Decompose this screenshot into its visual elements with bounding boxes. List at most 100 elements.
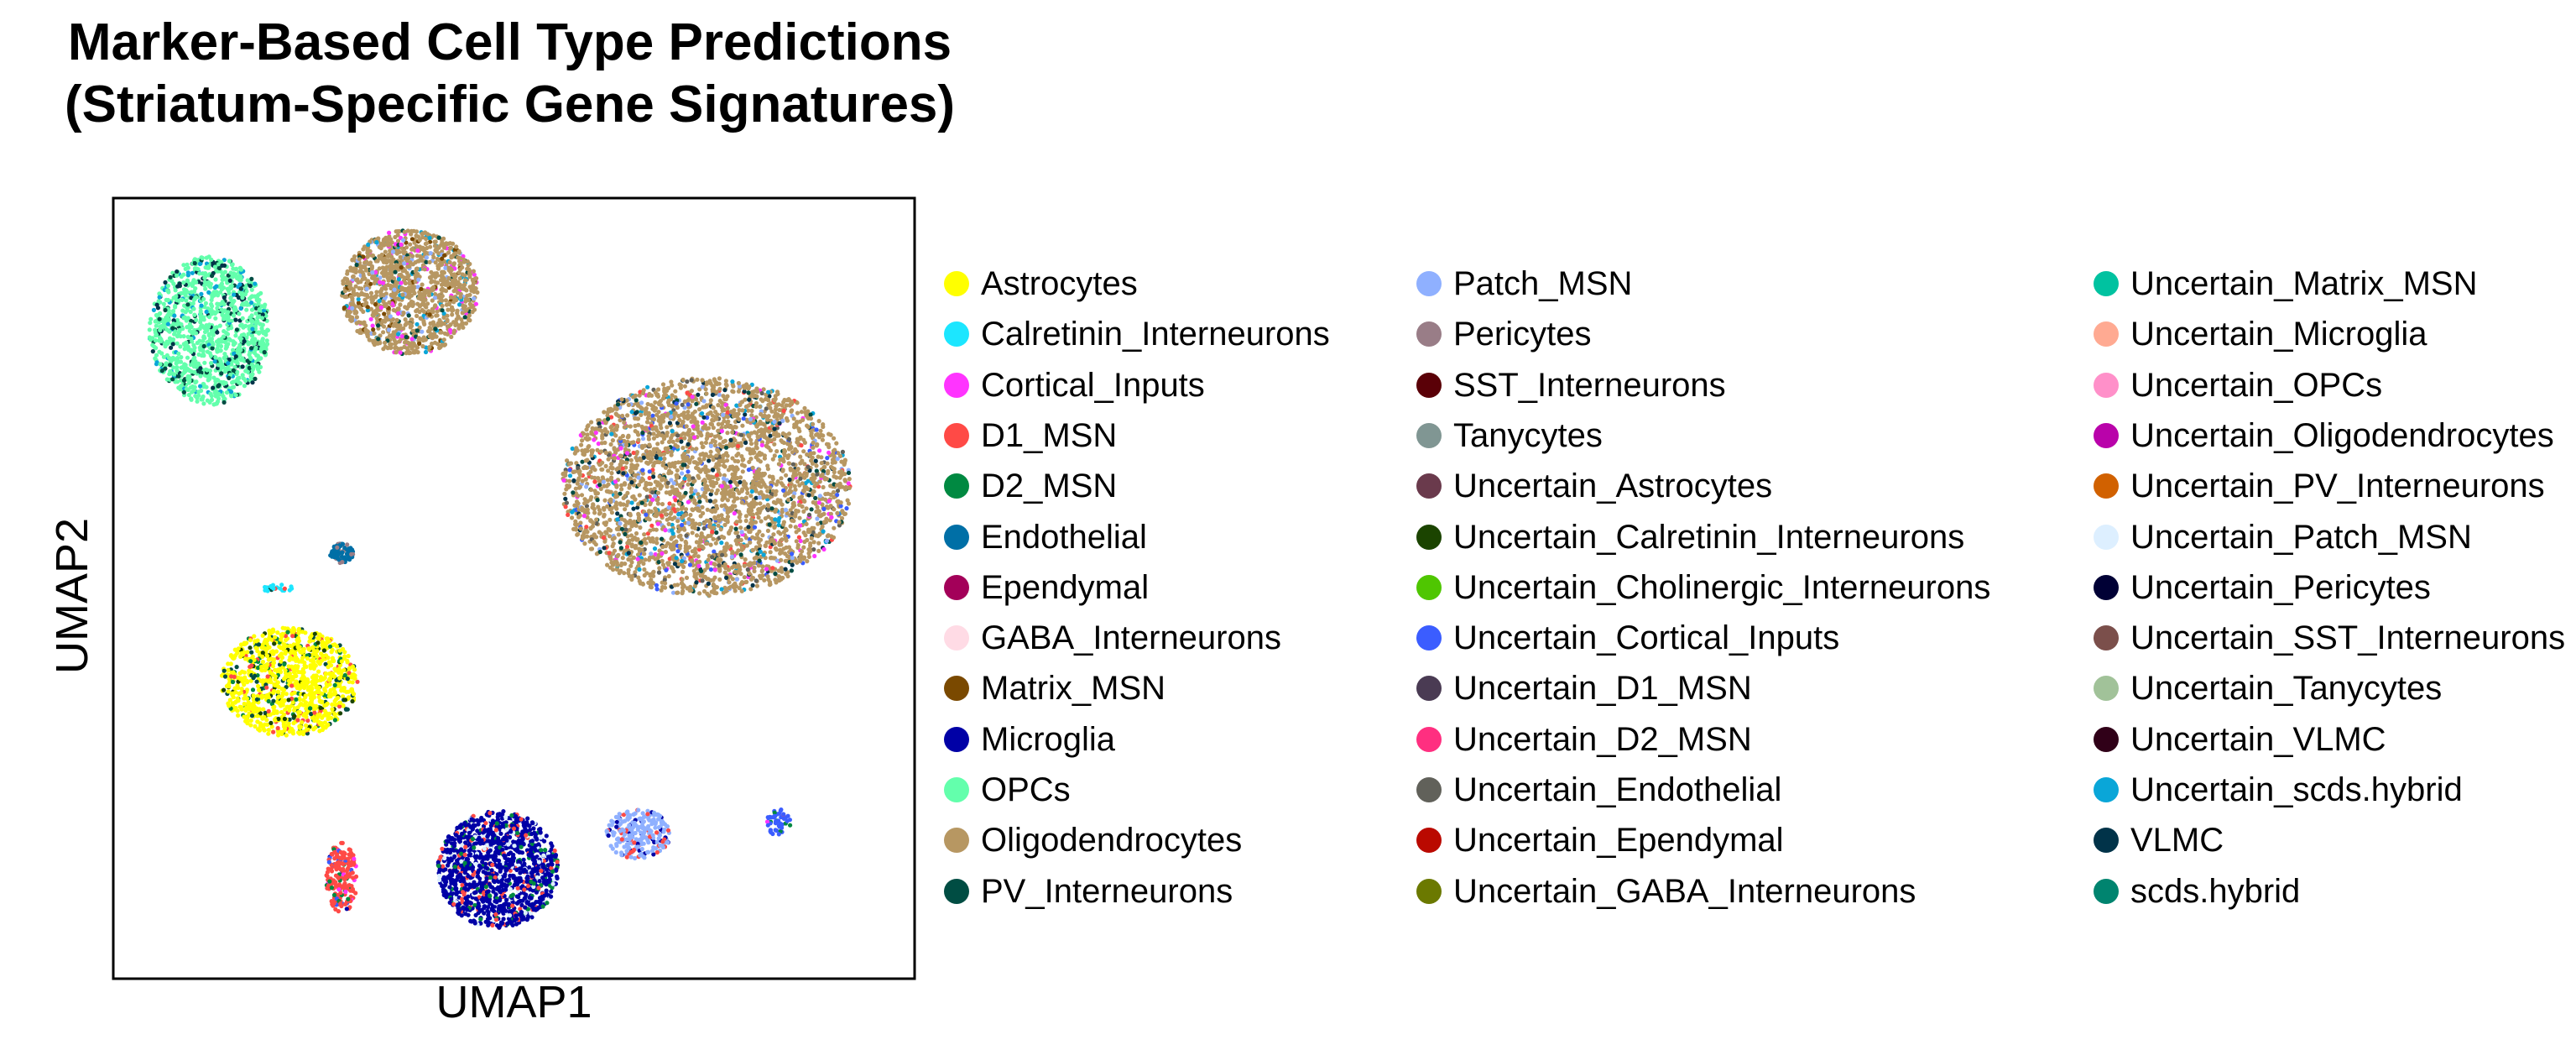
- data-point: [429, 341, 435, 347]
- data-point: [470, 310, 475, 315]
- data-point: [342, 294, 347, 299]
- data-point: [644, 494, 649, 499]
- data-point: [366, 242, 371, 248]
- data-point: [650, 490, 655, 495]
- data-point: [399, 346, 404, 351]
- data-point: [603, 463, 608, 469]
- data-point: [194, 280, 199, 285]
- data-point: [353, 269, 358, 274]
- data-point: [469, 304, 474, 310]
- data-point: [226, 361, 231, 366]
- data-point: [602, 498, 607, 503]
- data-point: [206, 306, 211, 311]
- data-point: [387, 230, 392, 235]
- data-point: [660, 502, 665, 507]
- data-point: [834, 475, 839, 480]
- data-point: [636, 475, 641, 480]
- data-point: [465, 266, 470, 271]
- data-point: [788, 484, 793, 490]
- data-point: [582, 464, 587, 469]
- data-point: [393, 234, 398, 240]
- data-point: [386, 327, 392, 332]
- data-point: [658, 486, 663, 491]
- data-point: [832, 494, 837, 500]
- data-point: [238, 277, 243, 283]
- data-point: [458, 256, 463, 261]
- data-point: [419, 316, 424, 321]
- data-point: [383, 259, 388, 264]
- data-point: [229, 299, 234, 304]
- data-point: [222, 329, 227, 334]
- data-point: [738, 479, 743, 485]
- data-point: [433, 239, 438, 244]
- data-point: [602, 483, 607, 489]
- data-point: [238, 286, 243, 291]
- data-point: [450, 312, 455, 317]
- data-point: [404, 334, 409, 340]
- data-point: [790, 518, 795, 523]
- data-point: [754, 400, 759, 406]
- data-point: [764, 484, 769, 489]
- data-point: [147, 327, 152, 332]
- data-point: [408, 325, 413, 330]
- data-point: [249, 346, 254, 351]
- cluster-oligodendrocytes: [561, 376, 853, 598]
- data-point: [700, 504, 705, 509]
- data-point: [666, 471, 671, 476]
- data-point: [436, 293, 442, 298]
- data-point: [214, 325, 219, 330]
- data-point: [209, 257, 214, 262]
- data-point: [388, 237, 394, 242]
- data-point: [212, 359, 217, 364]
- data-point: [238, 306, 243, 311]
- data-point: [214, 284, 219, 289]
- data-point: [738, 552, 743, 557]
- data-point: [425, 241, 430, 246]
- data-point: [436, 266, 441, 271]
- data-point: [362, 260, 368, 265]
- data-point: [649, 457, 654, 462]
- data-point: [228, 295, 233, 300]
- data-point: [190, 270, 195, 275]
- data-point: [684, 512, 689, 517]
- data-point: [390, 293, 395, 298]
- data-point: [249, 294, 255, 299]
- data-point: [383, 249, 388, 254]
- data-point: [441, 337, 446, 342]
- data-point: [717, 399, 722, 404]
- data-point: [699, 531, 704, 536]
- data-point: [582, 541, 587, 546]
- data-point: [463, 278, 468, 283]
- data-point: [257, 306, 262, 312]
- data-point: [800, 549, 805, 554]
- data-point: [712, 583, 717, 588]
- data-point: [163, 318, 168, 323]
- data-point: [681, 377, 686, 383]
- data-point: [614, 406, 619, 411]
- data-point: [708, 449, 713, 454]
- data-point: [240, 316, 245, 321]
- data-point: [761, 421, 766, 426]
- data-point: [685, 586, 690, 591]
- data-point: [633, 546, 638, 551]
- data-point: [255, 367, 261, 372]
- data-point: [161, 301, 166, 306]
- data-point: [173, 379, 178, 384]
- data-point: [172, 332, 177, 337]
- data-point: [201, 315, 206, 320]
- data-point: [652, 546, 658, 551]
- data-point: [170, 355, 175, 360]
- data-point: [172, 313, 177, 318]
- data-point: [602, 520, 607, 525]
- cluster-oligodendrocytes: [340, 228, 480, 357]
- data-point: [759, 478, 764, 483]
- data-point: [463, 321, 469, 326]
- data-point: [402, 261, 407, 266]
- data-point: [788, 466, 793, 471]
- data-point: [473, 301, 479, 306]
- data-point: [185, 290, 190, 295]
- data-point: [706, 557, 711, 562]
- data-point: [785, 418, 790, 423]
- data-point: [811, 489, 816, 494]
- data-point: [378, 246, 383, 251]
